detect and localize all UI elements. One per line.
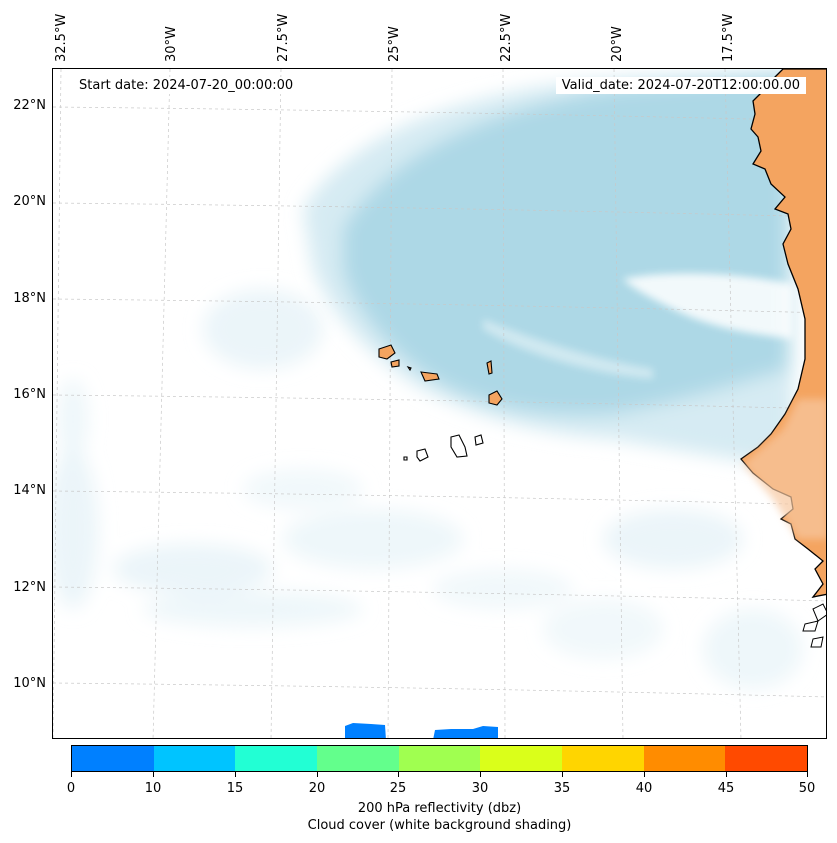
- lat-label-20n: 20°N: [13, 194, 46, 209]
- colorbar-segment-35-40: [562, 746, 644, 771]
- lon-label-30w: 30°W: [164, 26, 179, 62]
- colorbar-tick-mark: [235, 772, 236, 777]
- colorbar-tick-mark: [562, 772, 563, 777]
- colorbar-segment-40-45: [643, 746, 726, 771]
- colorbar-tick-mark: [71, 772, 72, 777]
- colorbar-tick-mark: [480, 772, 481, 777]
- colorbar-segment-0-10: [72, 746, 154, 771]
- colorbar-tick-label: 20: [308, 781, 326, 796]
- valid-date-label: Valid_date: 2024-07-20T12:00:00.00: [555, 77, 806, 94]
- coastal-islands: [802, 603, 826, 648]
- colorbar: [71, 745, 808, 772]
- colorbar-tick-label: 45: [717, 781, 735, 796]
- colorbar-tick-label: 50: [798, 781, 816, 796]
- colorbar-segment-15-20: [235, 746, 318, 771]
- colorbar-sublabel: Cloud cover (white background shading): [307, 818, 572, 833]
- lon-label-25w: 25°W: [387, 26, 402, 62]
- colorbar-tick-label: 30: [471, 781, 489, 796]
- cloud-mass: [303, 69, 793, 469]
- reflectivity-blobs: [345, 723, 498, 738]
- colorbar-tick-label: 0: [66, 781, 76, 796]
- colorbar-tick-label: 25: [389, 781, 407, 796]
- lat-label-16n: 16°N: [13, 387, 46, 402]
- start-date-label: Start date: 2024-07-20_00:00:00: [73, 77, 300, 94]
- lat-label-10n: 10°N: [13, 676, 46, 691]
- colorbar-tick-mark: [398, 772, 399, 777]
- land-light-band: [743, 399, 826, 539]
- cape-verde-islands: [378, 344, 503, 462]
- faint-cloud-patches: [53, 289, 803, 689]
- colorbar-segment-30-35: [480, 746, 563, 771]
- colorbar-segment-45-50: [725, 746, 808, 771]
- colorbar-tick-mark: [153, 772, 154, 777]
- colorbar-tick-mark: [726, 772, 727, 777]
- lat-label-12n: 12°N: [13, 580, 46, 595]
- lat-label-22n: 22°N: [13, 98, 46, 113]
- colorbar-segment-25-30: [398, 746, 481, 771]
- lat-label-18n: 18°N: [13, 291, 46, 306]
- lon-label-27-5w: 27.5°W: [276, 13, 291, 62]
- colorbar-segment-10-15: [153, 746, 236, 771]
- colorbar-tick-mark: [644, 772, 645, 777]
- colorbar-tick-label: 40: [635, 781, 653, 796]
- colorbar-segment-20-25: [317, 746, 399, 771]
- map-panel[interactable]: Start date: 2024-07-20_00:00:00 Valid_da…: [52, 68, 827, 739]
- lon-label-22-5w: 22.5°W: [499, 13, 514, 62]
- colorbar-tick-mark: [807, 772, 808, 777]
- colorbar-tick-label: 15: [226, 781, 244, 796]
- cloud-clear-streak: [483, 273, 793, 379]
- colorbar-tick-label: 10: [144, 781, 162, 796]
- lat-label-14n: 14°N: [13, 483, 46, 498]
- map-canvas: [53, 69, 826, 738]
- lon-label-20w: 20°W: [610, 26, 625, 62]
- colorbar-tick-label: 35: [553, 781, 571, 796]
- graticule: [53, 69, 826, 738]
- colorbar-label: 200 hPa reflectivity (dbz): [357, 801, 522, 816]
- colorbar-tick-mark: [317, 772, 318, 777]
- lon-label-17-5w: 17.5°W: [721, 13, 736, 62]
- lon-label-32-5w: 32.5°W: [54, 13, 69, 62]
